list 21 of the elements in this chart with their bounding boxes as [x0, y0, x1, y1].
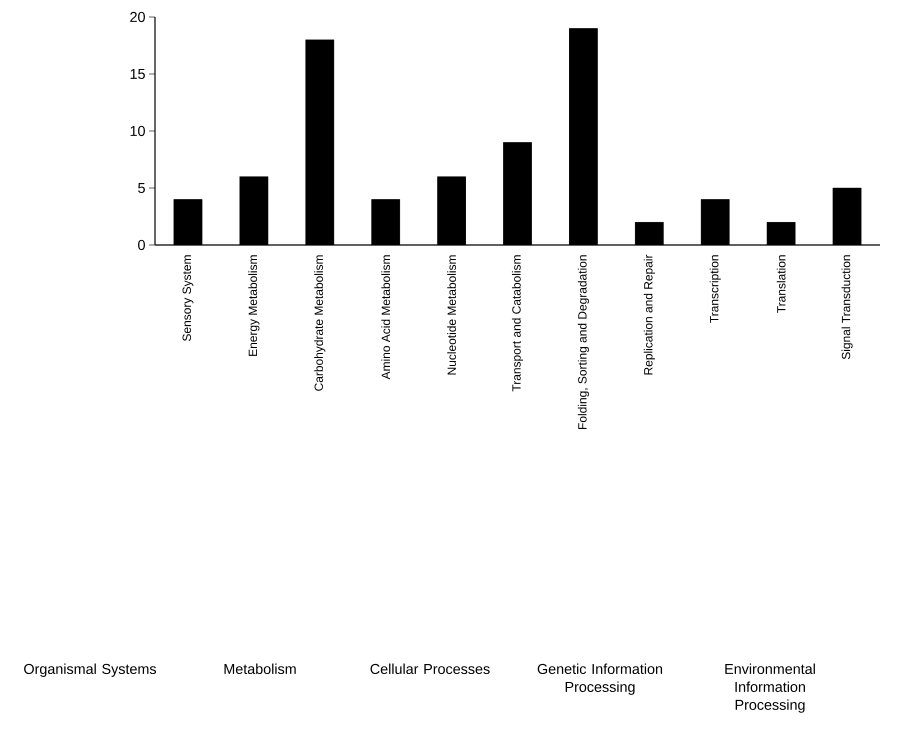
x-tick-label: Translation: [776, 255, 786, 313]
text: Cellular Processes: [370, 664, 490, 674]
x-tick-label: Replication and Repair: [644, 254, 655, 374]
text: Genetic Information Processing: [538, 664, 662, 695]
x-tick-label: Folding, Sorting and Degradation: [578, 255, 589, 429]
x-tick-label: Sensory System: [182, 255, 194, 341]
y-tick-label: 5: [138, 182, 145, 193]
y-tick-label: 0: [138, 240, 145, 250]
x-tick-label: Transport and Catabolism: [512, 255, 524, 392]
y-tick-label: 10: [130, 126, 145, 136]
y-tick-label: 20: [130, 12, 145, 22]
x-tick-label: Signal Transduction: [841, 255, 853, 360]
text: Environmental Information Processing: [725, 664, 815, 713]
text: Metabolism: [224, 664, 296, 674]
x-tick-label: Transcription: [710, 255, 721, 323]
x-tick-label: Amino Acid Metabolism: [381, 255, 390, 380]
x-tick-label: Nucleotide Metabolism: [447, 255, 456, 374]
x-tick-label: Carbohydrate Metabolism: [314, 255, 326, 391]
text: Organismal Systems: [24, 664, 156, 677]
y-tick-label: 15: [130, 68, 145, 79]
x-tick-label: Energy Metabolism: [248, 255, 260, 356]
